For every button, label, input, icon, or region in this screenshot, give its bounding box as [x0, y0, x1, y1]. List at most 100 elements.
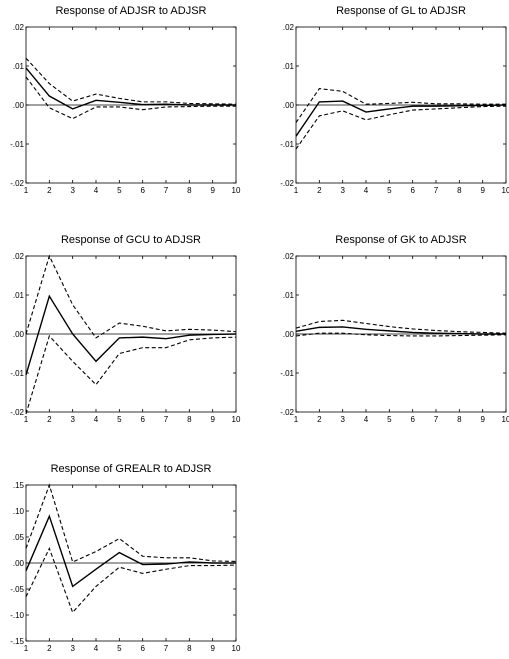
chart-panel-2: Response of GL to ADJSR .02 .01 .00 -.01 -.02…: [280, 5, 509, 195]
y-tick-label: -.02: [280, 408, 294, 417]
y-tick-label: -.05: [10, 585, 24, 594]
y-tick-label: .02: [283, 23, 295, 32]
x-tick-label: 6: [140, 415, 145, 424]
response-line: [25, 294, 237, 376]
x-tick-label: 5: [117, 186, 122, 195]
x-tick-label: 9: [210, 186, 215, 195]
x-tick-label: 7: [164, 186, 169, 195]
x-tick-label: 10: [232, 415, 241, 424]
x-tick-label: 5: [387, 415, 392, 424]
x-tick-label: 4: [364, 186, 369, 195]
y-tick-label: .01: [13, 62, 25, 71]
chart-panel-3: Response of GCU to ADJSR .02 .01 .00 -.01 -.0…: [10, 234, 241, 424]
confidence-band-line: [295, 319, 507, 334]
confidence-band-line: [295, 332, 507, 337]
x-tick-label: 3: [70, 644, 75, 653]
x-tick-label: 9: [480, 415, 485, 424]
chart-title: Response of GREALR to ADJSR: [51, 463, 212, 475]
response-line: [295, 100, 507, 137]
confidence-band-line: [295, 88, 506, 123]
y-tick-label: -.02: [10, 179, 24, 188]
y-tick-label: -.01: [10, 140, 24, 149]
x-tick-label: 2: [47, 644, 52, 653]
confidence-band-line: [25, 547, 237, 614]
x-tick-label: 4: [94, 415, 99, 424]
y-tick-label: -.02: [280, 179, 294, 188]
x-tick-label: 10: [232, 186, 241, 195]
confidence-band-line: [25, 57, 237, 105]
y-tick-label: .10: [13, 507, 25, 516]
chart-panel-4: Response of GK to ADJSR .02 .01 .00 -.01 -.02…: [280, 234, 509, 424]
x-tick-label: 8: [457, 415, 462, 424]
y-tick-label: .00: [283, 101, 295, 110]
y-tick-label: .01: [283, 62, 295, 71]
x-tick-label: 8: [187, 644, 192, 653]
y-tick-label: .15: [13, 481, 25, 490]
x-tick-label: 5: [117, 415, 122, 424]
x-tick-label: 3: [340, 415, 345, 424]
x-tick-label: 1: [24, 186, 29, 195]
response-line: [25, 514, 236, 588]
confidence-band-line: [25, 334, 237, 415]
y-tick-label: .00: [13, 559, 25, 568]
x-tick-label: 3: [340, 186, 345, 195]
response-line: [295, 326, 506, 335]
x-tick-label: 5: [387, 186, 392, 195]
x-tick-label: 4: [94, 186, 99, 195]
confidence-band-line: [25, 483, 237, 563]
y-tick-label: .00: [13, 330, 25, 339]
x-tick-label: 3: [70, 186, 75, 195]
y-tick-label: -.10: [10, 611, 24, 620]
y-tick-label: .02: [13, 252, 25, 261]
y-tick-label: .00: [283, 330, 295, 339]
x-tick-label: 1: [24, 415, 29, 424]
y-tick-label: .02: [13, 23, 25, 32]
chart-title: Response of GK to ADJSR: [335, 234, 467, 246]
y-tick-label: -.15: [10, 637, 24, 646]
chart-panel-1: Response of ADJSR to ADJSR .02 .01 .00 -.01 -…: [10, 5, 241, 195]
y-tick-label: .02: [283, 252, 295, 261]
x-tick-label: 8: [187, 186, 192, 195]
chart-title: Response of GCU to ADJSR: [61, 234, 201, 246]
chart-title: Response of ADJSR to ADJSR: [55, 5, 206, 17]
x-tick-label: 9: [210, 415, 215, 424]
x-tick-label: 1: [294, 415, 299, 424]
x-tick-label: 2: [317, 415, 322, 424]
y-tick-label: -.01: [280, 140, 294, 149]
x-tick-label: 1: [24, 644, 29, 653]
y-tick-label: .01: [283, 291, 295, 300]
x-tick-label: 3: [70, 415, 75, 424]
y-tick-label: -.01: [10, 369, 24, 378]
y-tick-label: .01: [13, 291, 25, 300]
confidence-band-line: [25, 254, 237, 339]
y-tick-label: .00: [13, 101, 25, 110]
x-tick-label: 7: [434, 415, 439, 424]
y-tick-label: .05: [13, 533, 25, 542]
x-tick-label: 9: [480, 186, 485, 195]
y-tick-label: -.02: [10, 408, 24, 417]
x-tick-label: 8: [187, 415, 192, 424]
x-tick-label: 10: [502, 186, 509, 195]
x-tick-label: 10: [502, 415, 509, 424]
x-tick-label: 2: [47, 186, 52, 195]
chart-title: Response of GL to ADJSR: [336, 5, 466, 17]
x-tick-label: 7: [434, 186, 439, 195]
x-tick-label: 2: [317, 186, 322, 195]
x-tick-label: 7: [164, 644, 169, 653]
x-tick-label: 1: [294, 186, 299, 195]
x-tick-label: 7: [164, 415, 169, 424]
x-tick-label: 6: [140, 644, 145, 653]
chart-panel-5: Response of GREALR to ADJSR .15 .10 .05 .00 -…: [10, 463, 241, 653]
x-tick-label: 10: [232, 644, 241, 653]
x-tick-label: 8: [457, 186, 462, 195]
x-tick-label: 6: [410, 186, 415, 195]
x-tick-label: 2: [47, 415, 52, 424]
x-tick-label: 5: [117, 644, 122, 653]
y-tick-label: -.01: [280, 369, 294, 378]
confidence-band-line: [25, 76, 236, 120]
response-line: [25, 67, 236, 110]
x-tick-label: 6: [140, 186, 145, 195]
confidence-band-line: [295, 105, 507, 150]
x-tick-label: 9: [210, 644, 215, 653]
